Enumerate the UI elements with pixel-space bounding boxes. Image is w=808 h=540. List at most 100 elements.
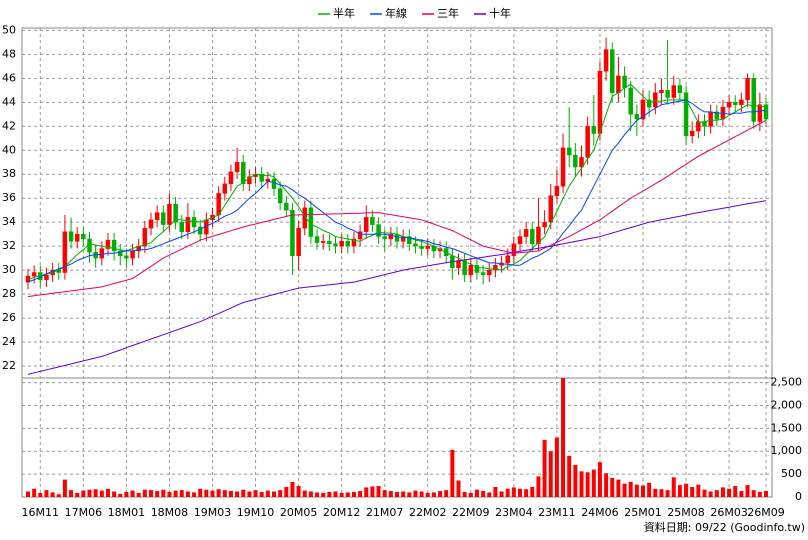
candle-body xyxy=(456,260,461,268)
candle-body xyxy=(407,236,412,245)
candle-body xyxy=(333,243,338,247)
candle-body xyxy=(161,212,166,225)
candle-body xyxy=(757,104,763,122)
ma-line xyxy=(27,200,767,375)
x-tick-label: 23M11 xyxy=(538,506,576,519)
candle-body xyxy=(179,221,184,233)
volume-bar xyxy=(714,490,719,497)
volume-bar xyxy=(444,490,449,497)
volume-bar xyxy=(32,488,37,497)
volume-bar xyxy=(493,486,498,497)
candle-body xyxy=(751,78,756,122)
volume-bar xyxy=(388,491,393,497)
candle-body xyxy=(733,102,738,105)
x-tick-label: 18M01 xyxy=(108,506,146,519)
candle-body xyxy=(634,114,640,120)
candle-body xyxy=(370,217,375,225)
volume-bar xyxy=(413,490,418,497)
volume-bar xyxy=(204,489,209,497)
y-tick-label: 38 xyxy=(2,167,16,180)
candle-body xyxy=(425,245,430,249)
candle-body xyxy=(111,239,117,252)
candle-body xyxy=(44,274,49,280)
candle-body xyxy=(517,236,523,245)
volume-bar xyxy=(173,490,178,497)
volume-bar xyxy=(155,491,160,497)
y2-tick-label: 500 xyxy=(781,467,802,480)
volume-bar xyxy=(684,483,689,497)
volume-bar xyxy=(567,455,572,497)
volume-bar xyxy=(739,491,744,497)
candle-body xyxy=(376,224,381,237)
y-tick-label: 36 xyxy=(2,191,16,204)
volume-bar xyxy=(149,490,153,497)
volume-bar xyxy=(665,490,670,497)
candle-body xyxy=(296,227,301,256)
candle-body xyxy=(345,241,351,247)
candle-body xyxy=(99,248,105,259)
x-tick-label: 22M02 xyxy=(409,506,447,519)
candle-body xyxy=(714,111,720,120)
candle-body xyxy=(505,255,510,264)
volume-bar xyxy=(450,449,455,497)
volume-bar xyxy=(487,492,492,497)
volume-bar xyxy=(499,491,504,497)
candle-body xyxy=(585,126,590,158)
candle-body xyxy=(646,99,652,108)
candle-body xyxy=(351,238,357,247)
volume-bar xyxy=(438,491,443,497)
candle-body xyxy=(320,241,326,243)
volume-bar xyxy=(751,490,756,497)
volume-bar xyxy=(505,488,510,497)
volume-bar xyxy=(62,479,67,497)
volume-bar xyxy=(591,469,596,497)
volume-bar xyxy=(382,490,387,497)
volume-bar xyxy=(696,484,701,497)
candle-body xyxy=(622,75,627,89)
y-tick-label: 24 xyxy=(2,335,16,348)
volume-bar xyxy=(579,471,584,497)
candle-body xyxy=(739,99,744,105)
volume-bar xyxy=(351,491,356,497)
candle-body xyxy=(216,193,221,216)
volume-bar xyxy=(616,479,621,497)
volume-bar xyxy=(228,491,233,497)
candle-body xyxy=(413,243,418,247)
candle-body xyxy=(665,90,670,98)
volume-bar xyxy=(518,488,522,497)
y-tick-label: 22 xyxy=(2,359,16,372)
x-tick-label: 18M08 xyxy=(151,506,189,519)
candle-body xyxy=(173,203,178,223)
volume-bar xyxy=(610,477,615,497)
volume-bar xyxy=(548,451,553,497)
volume-bar xyxy=(542,439,547,497)
candle-body xyxy=(610,49,615,93)
candle-body xyxy=(487,269,492,276)
x-tick-label: 19M10 xyxy=(237,506,275,519)
volume-bar xyxy=(604,473,609,497)
candle-body xyxy=(185,217,191,233)
volume-bar xyxy=(339,492,344,497)
volume-bar xyxy=(136,492,141,497)
volume-bar xyxy=(474,489,479,497)
volume-bar xyxy=(161,489,166,497)
volume-bar xyxy=(628,481,633,497)
volume-bar xyxy=(757,491,762,497)
volume-bar xyxy=(69,490,74,497)
volume-bar xyxy=(733,486,738,497)
volume-bar xyxy=(315,492,320,497)
volume-bar xyxy=(641,485,645,497)
y2-tick-label: 0 xyxy=(795,490,802,503)
candle-body xyxy=(536,226,541,245)
volume-bar xyxy=(167,491,172,497)
volume-bar xyxy=(222,490,227,497)
volume-bar xyxy=(677,485,682,497)
candle-body xyxy=(259,173,264,182)
volume-bar xyxy=(462,491,467,497)
candle-body xyxy=(142,227,148,247)
volume-bar xyxy=(419,491,424,497)
volume-bar xyxy=(745,485,750,497)
y-tick-label: 34 xyxy=(2,215,16,228)
volume-bar xyxy=(56,494,61,497)
